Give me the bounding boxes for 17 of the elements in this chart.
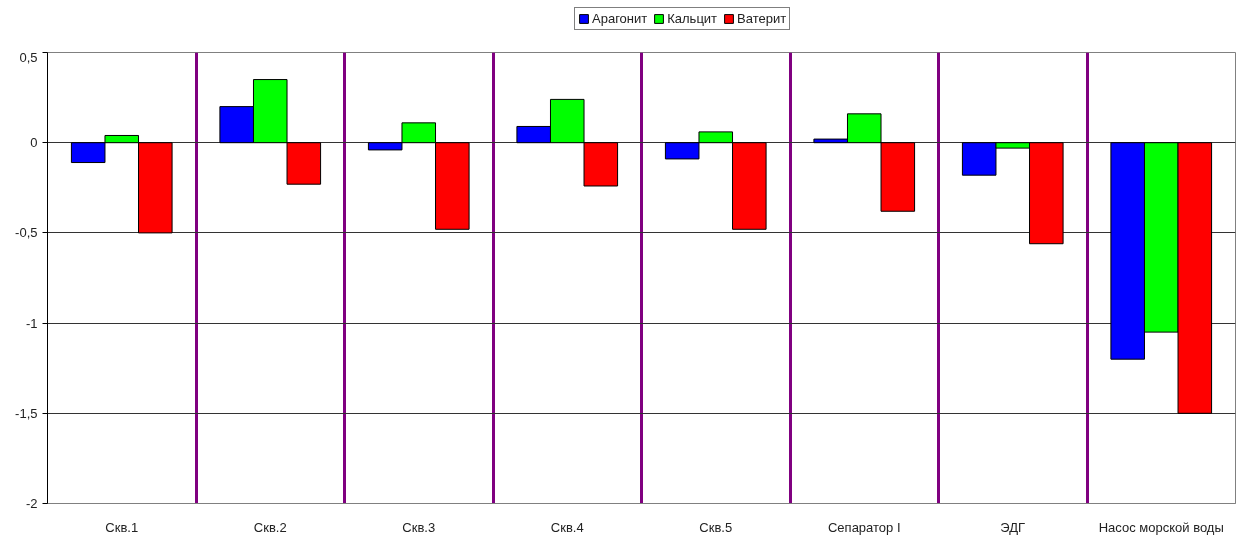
legend-label: Арагонит [592,11,648,26]
x-tick-label: Скв.5 [699,519,733,535]
y-tick-label: 0 [30,135,38,151]
x-tick-label: Скв.4 [550,519,584,535]
x-tick-label: ЭДГ [1000,519,1026,535]
y-tick-label: -1 [25,315,38,331]
legend-label: Кальцит [667,11,718,26]
y-tick-label: 0,5 [19,49,38,65]
x-tick-label: Скв.2 [253,519,287,535]
y-tick-label: -2 [25,496,38,511]
legend-label: Ватерит [737,11,787,26]
x-tick-label: Насос морской воды [1098,519,1224,535]
y-tick-label: -0,5 [15,225,38,241]
y-tick-label: -1,5 [15,405,38,421]
x-tick-label: Скв.3 [402,519,436,535]
x-tick-label: Сепаратор I [827,519,901,535]
x-tick-label: Скв.1 [105,519,139,535]
